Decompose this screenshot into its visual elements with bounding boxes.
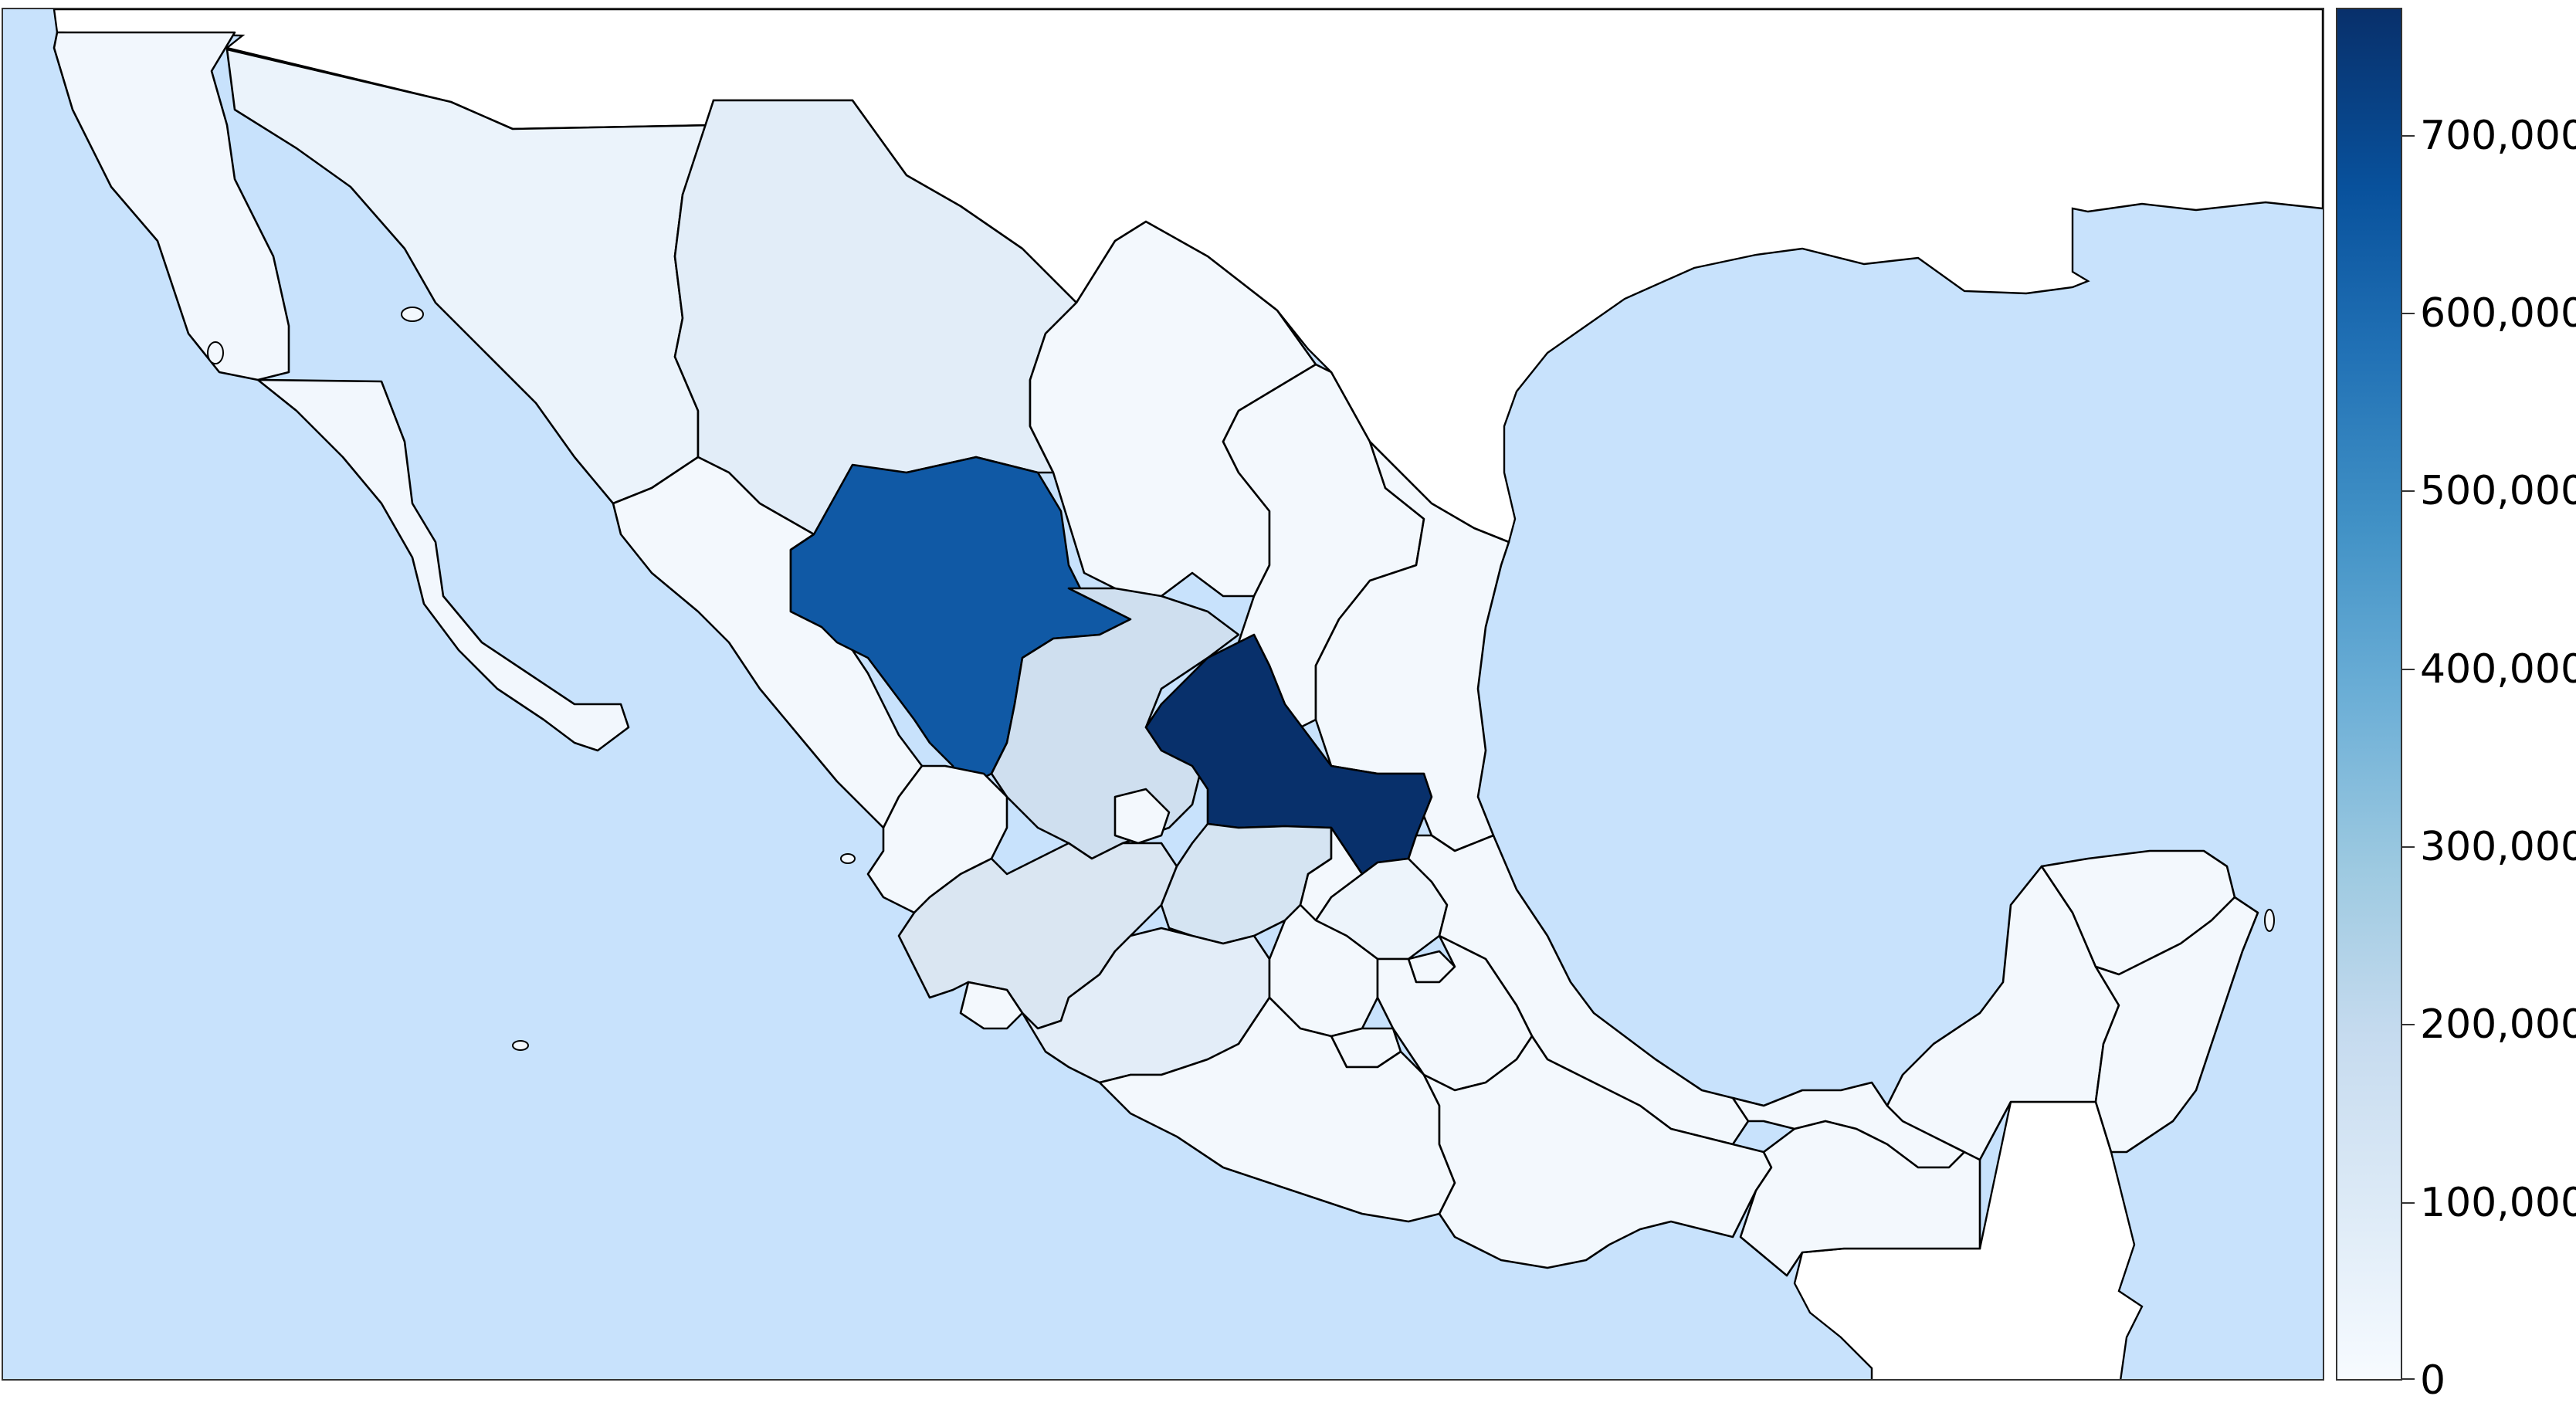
island-cozumel	[2264, 909, 2275, 932]
colorbar-tick	[2402, 1378, 2415, 1380]
colorbar-tick	[2402, 846, 2415, 849]
region-hidalgo	[1314, 857, 1449, 961]
island-revillagigedo	[512, 1040, 529, 1051]
colorbar-tick	[2402, 668, 2415, 670]
region-colima	[959, 981, 1024, 1030]
island-tiburon	[401, 307, 424, 322]
region-aguascalientes	[1113, 788, 1171, 845]
region-quintana-roo	[2094, 896, 2259, 1154]
island-maria	[840, 853, 856, 864]
region-guanajuato	[1160, 822, 1333, 945]
colorbar-tick-label: 300,000	[2420, 824, 2576, 871]
colorbar-tick-label: 100,000	[2420, 1179, 2576, 1226]
region-sinaloa	[612, 456, 924, 829]
map-canvas	[53, 9, 2323, 1379]
colorbar-tick	[2402, 134, 2415, 137]
colorbar-tick-label: 500,000	[2420, 468, 2576, 515]
choropleth-map	[2, 8, 2324, 1381]
colorbar-tick	[2402, 490, 2415, 493]
colorbar-tick	[2402, 1201, 2415, 1204]
colorbar-tick-label: 200,000	[2420, 1001, 2576, 1049]
colorbar-tick-label: 700,000	[2420, 112, 2576, 159]
colorbar	[2336, 8, 2402, 1381]
colorbar-tick-label: 400,000	[2420, 646, 2576, 693]
region-guerrero	[1098, 996, 1456, 1223]
colorbar-tick-label: 0	[2420, 1357, 2446, 1404]
region-baja-california	[53, 31, 290, 381]
colorbar-tick	[2402, 1024, 2415, 1026]
region-baja-california-sur	[256, 378, 630, 752]
colorbar-tick	[2402, 313, 2415, 315]
island-cedros	[207, 341, 224, 364]
region-oaxaca	[1422, 1035, 1773, 1269]
colorbar-tick-label: 600,000	[2420, 290, 2576, 337]
